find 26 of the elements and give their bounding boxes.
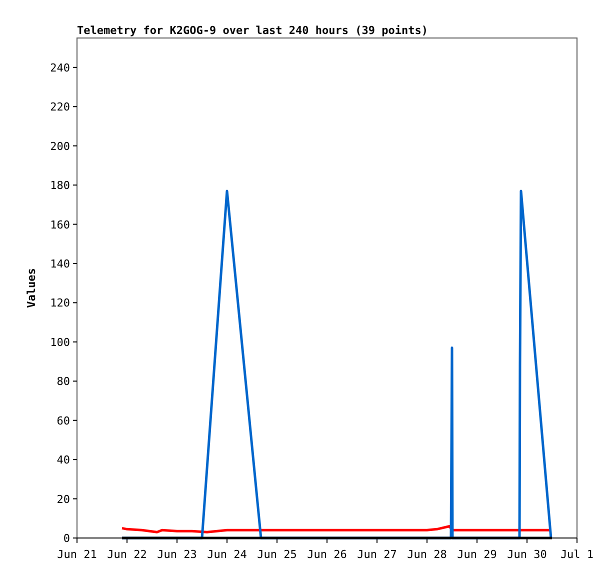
x-tick-label: Jun 28 xyxy=(407,548,447,561)
y-tick-label: 40 xyxy=(56,454,70,467)
chart-title: Telemetry for K2GOG-9 over last 240 hours (39 points) xyxy=(77,24,428,37)
x-tick-label: Jun 25 xyxy=(257,548,297,561)
y-axis-title: Values xyxy=(25,268,38,308)
y-tick-label: 20 xyxy=(56,492,70,506)
y-tick-label: 100 xyxy=(50,336,70,349)
y-tick-label: 0 xyxy=(63,532,70,545)
y-tick-label: 200 xyxy=(50,140,70,153)
x-tick-label: Jul 1 xyxy=(560,548,594,561)
y-tick-label: 80 xyxy=(56,375,70,388)
y-tick-label: 140 xyxy=(50,257,70,270)
y-tick-label: 180 xyxy=(50,179,70,192)
x-tick-label: Jun 26 xyxy=(307,548,347,561)
y-tick-label: 220 xyxy=(50,100,70,114)
x-tick-label: Jun 30 xyxy=(507,548,547,561)
x-tick-label: Jun 21 xyxy=(57,548,97,561)
x-tick-label: Jun 29 xyxy=(457,548,497,561)
y-tick-label: 160 xyxy=(50,218,70,232)
x-tick-label: Jun 24 xyxy=(207,548,248,561)
y-tick-label: 240 xyxy=(50,61,70,74)
y-tick-label: 60 xyxy=(56,414,70,428)
x-tick-label: Jun 22 xyxy=(107,548,147,561)
x-tick-label: Jun 23 xyxy=(157,548,197,561)
x-tick-label: Jun 27 xyxy=(357,548,397,561)
y-tick-label: 120 xyxy=(50,296,70,310)
